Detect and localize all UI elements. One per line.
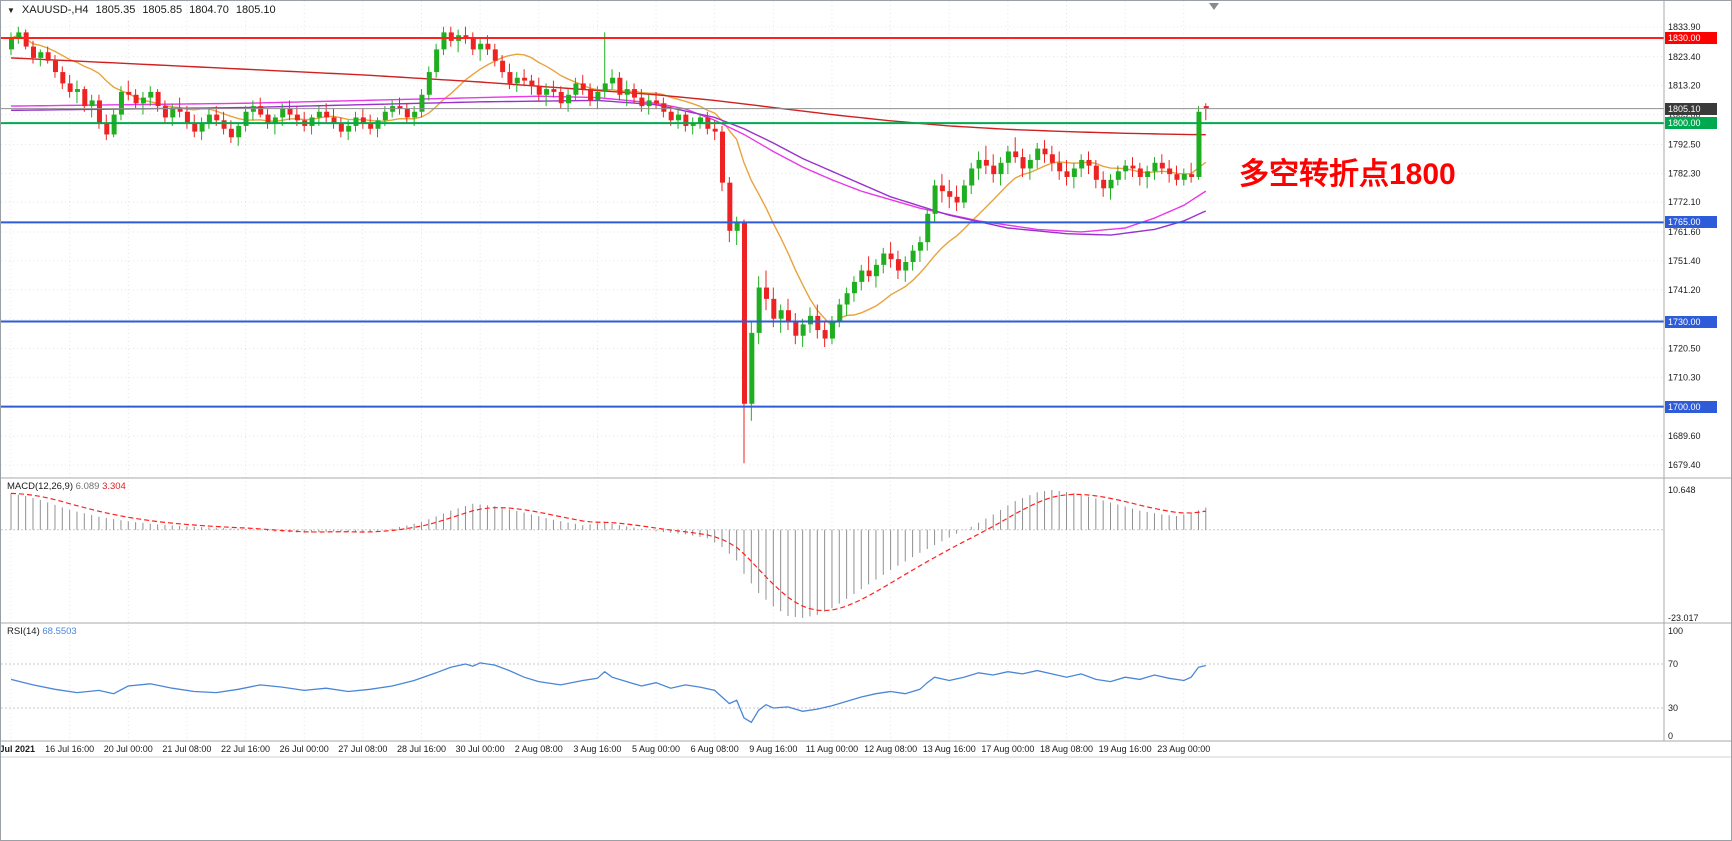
time-axis-label: 21 Jul 08:00 — [162, 744, 212, 754]
time-axis-label: 18 Aug 08:00 — [1039, 744, 1094, 754]
price-badge-1730.00: 1730.00 — [1665, 315, 1717, 328]
time-axis-label: 28 Jul 16:00 — [396, 744, 446, 754]
time-axis-label: 30 Jul 00:00 — [455, 744, 505, 754]
time-axis-label: 15 Jul 2021 — [0, 744, 36, 754]
macd-pane: 10.648 -23.017 — [1, 485, 1699, 623]
ma-orange-fast — [10, 34, 1207, 328]
high-value: 1805.85 — [142, 4, 183, 16]
time-axis-label: 6 Aug 08:00 — [690, 744, 739, 754]
moving-averages-layer — [10, 34, 1207, 328]
rsi-pane: 100 70 30 0 — [1, 626, 1683, 741]
svg-text:1813.20: 1813.20 — [1668, 81, 1701, 91]
svg-text:1772.10: 1772.10 — [1668, 197, 1701, 207]
svg-text:1720.50: 1720.50 — [1668, 343, 1701, 353]
time-axis-label: 2 Aug 08:00 — [514, 744, 563, 754]
time-axis-label: 26 Jul 00:00 — [279, 744, 329, 754]
price-badge-1700.00: 1700.00 — [1665, 400, 1717, 413]
svg-text:-23.017: -23.017 — [1668, 613, 1699, 623]
svg-text:1782.30: 1782.30 — [1668, 168, 1701, 178]
grid-layer: 1833.901823.401813.201803.001792.501782.… — [1, 1, 1701, 741]
price-badge-1830.00: 1830.00 — [1665, 32, 1717, 45]
svg-text:1741.20: 1741.20 — [1668, 285, 1701, 295]
text-annotation: 多空转折点1800 — [1239, 158, 1456, 191]
svg-text:1710.30: 1710.30 — [1668, 372, 1701, 382]
time-axis-label: 16 Jul 16:00 — [45, 744, 95, 754]
close-value: 1805.10 — [235, 4, 276, 16]
ma-violet-medium — [10, 99, 1207, 236]
macd-indicator-label: MACD(12,26,9) 6.089 3.304 — [7, 481, 126, 492]
svg-text:70: 70 — [1668, 659, 1678, 669]
time-axis-label: 11 Aug 00:00 — [805, 744, 859, 754]
macd-signal-line — [10, 492, 1206, 612]
svg-text:30: 30 — [1668, 703, 1678, 713]
svg-text:1689.60: 1689.60 — [1668, 431, 1701, 441]
price-badge-1805.10: 1805.10 — [1665, 102, 1717, 115]
open-value: 1805.35 — [95, 4, 136, 16]
candles-layer — [9, 26, 1209, 464]
time-axis-label: 12 Aug 08:00 — [864, 744, 918, 754]
symbol-label: XAUUSD-,H4 — [21, 4, 89, 16]
time-axis-label: 20 Jul 00:00 — [103, 744, 153, 754]
time-axis-label: 5 Aug 00:00 — [632, 744, 681, 754]
time-axis-label: 3 Aug 16:00 — [573, 744, 622, 754]
low-value: 1804.70 — [189, 4, 229, 16]
time-axis-label: 19 Aug 16:00 — [1098, 744, 1152, 754]
macd-name: MACD(12,26,9) — [7, 481, 73, 492]
svg-text:1833.90: 1833.90 — [1668, 22, 1701, 32]
price-badge-1800.00: 1800.00 — [1665, 117, 1717, 130]
time-axis-label: 13 Aug 16:00 — [922, 744, 976, 754]
svg-text:1823.40: 1823.40 — [1668, 52, 1701, 62]
svg-text:0: 0 — [1668, 731, 1673, 741]
svg-text:1761.60: 1761.60 — [1668, 227, 1701, 237]
symbol-ohlc-line: ▼ XAUUSD-,H4 1805.35 1805.85 1804.70 1805.10 — [7, 4, 283, 16]
price-scale[interactable]: 1830.00 1805.10 1800.00 1765.00 1730.00 1700.… — [1664, 1, 1731, 741]
time-axis-label: 22 Jul 16:00 — [221, 744, 271, 754]
rsi-line — [10, 662, 1206, 724]
svg-text:10.648: 10.648 — [1668, 485, 1696, 495]
ma-red-slow — [10, 57, 1206, 136]
rsi-name: RSI(14) — [7, 626, 40, 637]
pane-separators — [1, 1, 1731, 758]
svg-text:1792.50: 1792.50 — [1668, 139, 1701, 149]
rsi-indicator-label: RSI(14) 68.5503 — [7, 626, 77, 637]
time-axis-label: 17 Aug 00:00 — [981, 744, 1035, 754]
svg-text:100: 100 — [1668, 626, 1683, 636]
time-axis-label: 23 Aug 00:00 — [1157, 744, 1211, 754]
macd-main-value: 6.089 — [75, 481, 100, 492]
chart-shift-marker[interactable] — [1209, 3, 1219, 10]
svg-text:1751.40: 1751.40 — [1668, 256, 1701, 266]
time-axis-label: 27 Jul 08:00 — [338, 744, 388, 754]
svg-text:1679.40: 1679.40 — [1668, 460, 1701, 470]
hlines-layer — [1, 37, 1664, 408]
time-axis-label: 9 Aug 16:00 — [749, 744, 798, 754]
time-scale[interactable]: 15 Jul 2021 16 Jul 16:00 20 Jul 00:00 21 Ju… — [1, 741, 1664, 757]
macd-signal-value: 3.304 — [102, 481, 126, 492]
symbol-dropdown-icon[interactable]: ▼ — [7, 6, 15, 15]
price-badge-1765.00: 1765.00 — [1665, 216, 1717, 229]
ma-magenta-medium — [10, 95, 1207, 233]
rsi-value: 68.5503 — [42, 626, 77, 637]
